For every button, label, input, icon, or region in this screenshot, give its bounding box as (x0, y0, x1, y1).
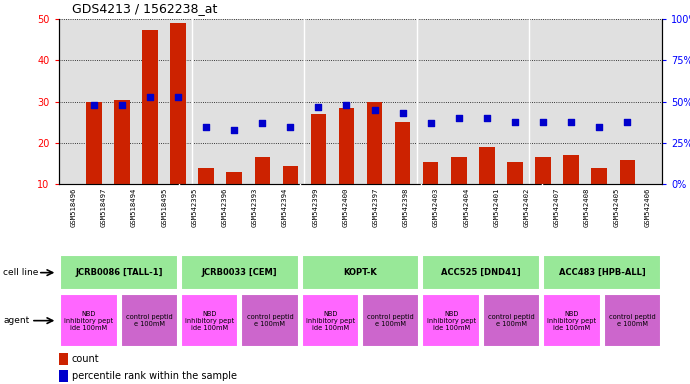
Text: GSM542407: GSM542407 (554, 188, 560, 227)
Text: control peptid
e 100mM: control peptid e 100mM (246, 314, 293, 327)
Point (397, 110, 408, 116)
Point (341, 102, 352, 108)
Text: NBD
inhibitory pept
ide 100mM: NBD inhibitory pept ide 100mM (306, 311, 355, 331)
Bar (241, 294, 299, 347)
Bar (563, 156, 579, 225)
Text: GSM542395: GSM542395 (192, 188, 197, 227)
Bar (283, 166, 298, 225)
Text: ACC525 [DND41]: ACC525 [DND41] (442, 268, 521, 277)
Text: GSM518496: GSM518496 (71, 188, 77, 227)
Bar (226, 172, 242, 225)
Text: agent: agent (3, 316, 30, 325)
Text: JCRB0033 [CEM]: JCRB0033 [CEM] (202, 268, 277, 277)
Text: control peptid
e 100mM: control peptid e 100mM (367, 314, 414, 327)
Point (313, 104, 324, 110)
Bar (395, 122, 411, 225)
Text: GSM542405: GSM542405 (614, 188, 620, 227)
Text: GSM542404: GSM542404 (463, 188, 469, 227)
Bar (60, 255, 178, 290)
Bar (423, 162, 438, 225)
Point (228, 127, 239, 133)
Point (425, 120, 436, 126)
Bar (620, 160, 635, 225)
Bar (483, 294, 540, 347)
Bar (302, 294, 359, 347)
Text: GSM518497: GSM518497 (101, 188, 107, 227)
Bar (86, 102, 101, 225)
Text: control peptid
e 100mM: control peptid e 100mM (488, 314, 535, 327)
Text: ACC483 [HPB-ALL]: ACC483 [HPB-ALL] (559, 268, 645, 277)
Point (144, 94, 155, 100)
Text: GSM542402: GSM542402 (524, 188, 529, 227)
Bar (60, 294, 117, 347)
Point (622, 119, 633, 125)
Point (257, 120, 268, 126)
Bar (451, 157, 466, 225)
Bar (543, 294, 600, 347)
Bar (181, 294, 238, 347)
Bar (362, 294, 420, 347)
Text: GDS4213 / 1562238_at: GDS4213 / 1562238_at (72, 2, 218, 15)
Text: percentile rank within the sample: percentile rank within the sample (72, 371, 237, 381)
Text: GSM542408: GSM542408 (584, 188, 590, 227)
Point (88, 102, 99, 108)
Bar (535, 157, 551, 225)
Bar (199, 168, 214, 225)
Text: count: count (72, 354, 99, 364)
Text: GSM542399: GSM542399 (313, 188, 318, 227)
Text: control peptid
e 100mM: control peptid e 100mM (609, 314, 656, 327)
Bar (543, 255, 661, 290)
Text: control peptid
e 100mM: control peptid e 100mM (126, 314, 172, 327)
Bar (302, 255, 420, 290)
Point (482, 115, 493, 121)
Bar (422, 294, 480, 347)
Bar (121, 294, 178, 347)
Text: GSM542393: GSM542393 (252, 188, 258, 227)
Text: GSM542401: GSM542401 (493, 188, 500, 227)
Bar (181, 255, 299, 290)
Point (285, 124, 296, 130)
Bar (170, 23, 186, 225)
Point (593, 124, 604, 130)
Bar (339, 108, 354, 225)
Text: GSM518495: GSM518495 (161, 188, 167, 227)
Bar (591, 168, 607, 225)
Text: NBD
inhibitory pept
ide 100mM: NBD inhibitory pept ide 100mM (547, 311, 596, 331)
Text: GSM542398: GSM542398 (403, 188, 408, 227)
Bar (367, 102, 382, 225)
Bar (114, 100, 130, 225)
Bar (507, 162, 522, 225)
Text: JCRB0086 [TALL-1]: JCRB0086 [TALL-1] (75, 268, 163, 277)
Point (369, 107, 380, 113)
Text: GSM542394: GSM542394 (282, 188, 288, 227)
Text: KOPT-K: KOPT-K (344, 268, 377, 277)
Bar (142, 30, 158, 225)
Text: NBD
inhibitory pept
ide 100mM: NBD inhibitory pept ide 100mM (426, 311, 475, 331)
Text: NBD
inhibitory pept
ide 100mM: NBD inhibitory pept ide 100mM (185, 311, 234, 331)
Bar (479, 147, 495, 225)
Bar (422, 255, 540, 290)
Point (509, 119, 520, 125)
Text: GSM542403: GSM542403 (433, 188, 439, 227)
Text: NBD
inhibitory pept
ide 100mM: NBD inhibitory pept ide 100mM (64, 311, 113, 331)
Bar (310, 114, 326, 225)
Point (538, 119, 549, 125)
Bar (59, 370, 68, 382)
Text: GSM542400: GSM542400 (342, 188, 348, 227)
Text: GSM542397: GSM542397 (373, 188, 379, 227)
Bar (59, 353, 68, 365)
Bar (604, 294, 661, 347)
Text: GSM542406: GSM542406 (644, 188, 650, 227)
Text: GSM542396: GSM542396 (221, 188, 228, 227)
Bar (255, 157, 270, 225)
Text: cell line: cell line (3, 268, 39, 277)
Point (453, 115, 464, 121)
Text: GSM518494: GSM518494 (131, 188, 137, 227)
Point (566, 119, 577, 125)
Point (201, 124, 212, 130)
Point (172, 94, 184, 100)
Point (117, 102, 128, 108)
